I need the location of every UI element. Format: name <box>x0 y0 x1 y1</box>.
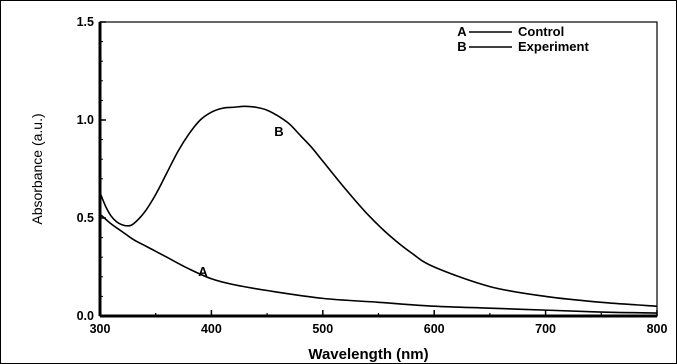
x-tick-label: 300 <box>90 322 111 336</box>
curve-label-a: A <box>198 264 208 279</box>
x-tick-label: 400 <box>201 322 222 336</box>
y-tick-label: 0.0 <box>77 309 94 323</box>
series-line-control <box>99 213 658 314</box>
y-tick-label: 0.5 <box>77 211 94 225</box>
x-axis-label: Wavelength (nm) <box>308 346 428 363</box>
legend-label: Experiment <box>518 39 589 54</box>
x-tick-label: 600 <box>424 322 445 336</box>
legend-label: Control <box>518 24 564 39</box>
series-line-experiment <box>99 105 658 307</box>
legend-marker: A <box>457 24 467 39</box>
x-tick-label: 700 <box>535 322 556 336</box>
plot-border <box>99 21 658 317</box>
labels: 300 400 500 600 700 800 0.0 0.5 1.0 1.5 Wavelength… <box>29 15 667 363</box>
x-tick-label: 800 <box>647 322 668 336</box>
plot-area <box>99 105 658 314</box>
x-tick-label: 500 <box>312 322 333 336</box>
axes <box>98 21 658 318</box>
y-tick-label: 1.0 <box>77 113 94 127</box>
y-tick-label: 1.5 <box>77 15 94 29</box>
y-axis-label: Absorbance (a.u.) <box>29 113 45 224</box>
legend-marker: B <box>457 39 466 54</box>
curve-label-b: B <box>274 124 283 139</box>
